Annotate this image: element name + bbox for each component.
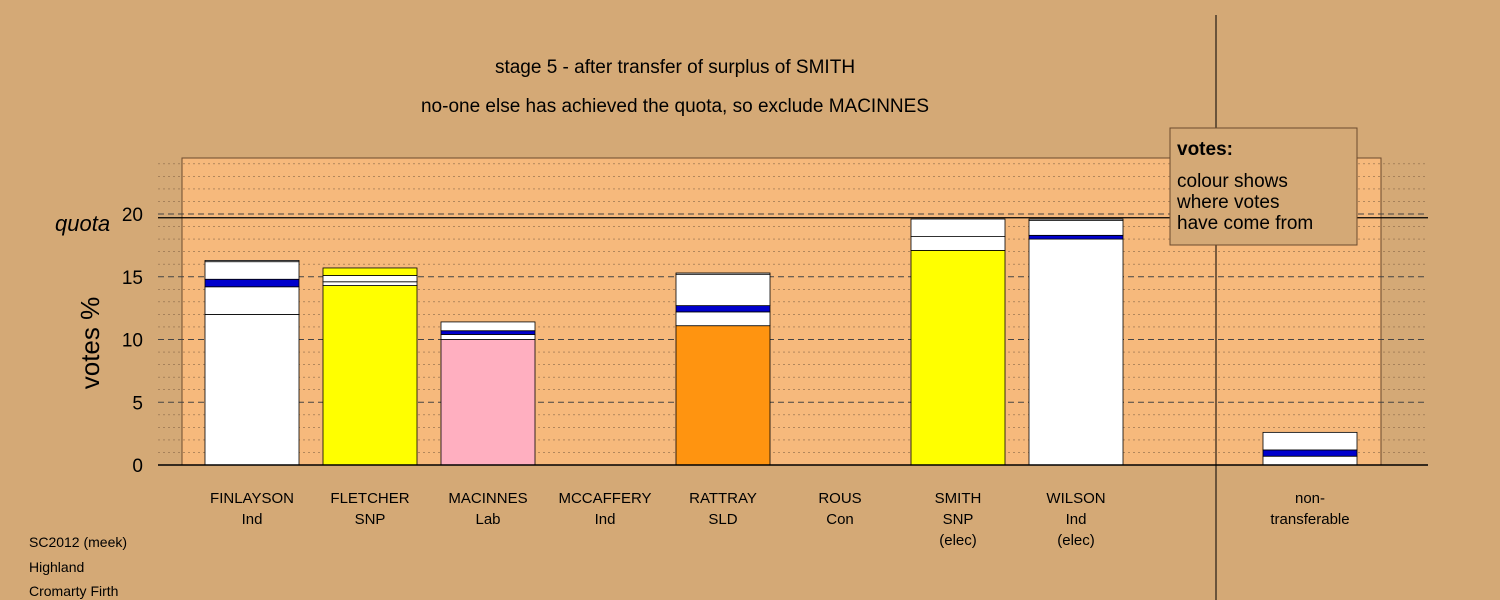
bar-segment — [1028, 218, 1124, 221]
bar-segment — [322, 267, 418, 276]
category-labels: FINLAYSON Ind FLETCHER SNP MACINNES Lab MCCAFF… — [210, 490, 1350, 549]
bar-segment — [675, 325, 771, 466]
bar-segment — [322, 275, 418, 283]
bar-segment — [204, 313, 300, 466]
y-tick-label: 0 — [132, 456, 143, 477]
footer: SC2012 (meek) Highland Cromarty Firth — [29, 534, 127, 599]
category-label: ROUS — [818, 490, 861, 507]
bars — [204, 218, 1358, 466]
y-axis-label: votes % — [75, 297, 105, 390]
bar-nontransferable — [1262, 431, 1358, 466]
bar-macinnes — [440, 321, 536, 466]
category-label: SNP — [943, 511, 974, 528]
legend-line: colour shows — [1177, 171, 1288, 192]
footer-line: Cromarty Firth — [29, 583, 118, 599]
bar-segment — [675, 272, 771, 275]
bar-segment — [910, 236, 1006, 251]
bar-segment — [675, 273, 771, 307]
category-label: Con — [826, 511, 854, 528]
category-label: SNP — [355, 511, 386, 528]
chart-title: stage 5 - after transfer of surplus of S… — [495, 57, 855, 78]
bar-rattray — [675, 272, 771, 466]
bar-segment — [1262, 455, 1358, 466]
category-label: RATTRAY — [689, 490, 757, 507]
bar-wilson — [1028, 218, 1124, 466]
legend-box — [1169, 127, 1358, 246]
bar-fletcher — [322, 267, 418, 466]
bar-segment — [1028, 234, 1124, 240]
bar-segment — [675, 305, 771, 313]
bar-segment — [204, 278, 300, 288]
bar-smith — [910, 218, 1006, 466]
legend-line: have come from — [1177, 213, 1313, 234]
bar-segment — [440, 334, 536, 340]
category-label: FLETCHER — [330, 490, 409, 507]
bar-segment — [1028, 219, 1124, 236]
category-label: (elec) — [1057, 532, 1095, 549]
quota-label: quota — [55, 211, 110, 236]
category-label: (elec) — [939, 532, 977, 549]
bar-segment — [440, 330, 536, 335]
category-label: SMITH — [935, 490, 982, 507]
bar-finlayson — [204, 260, 300, 466]
y-tick-label: 5 — [132, 393, 143, 414]
category-label: MCCAFFERY — [558, 490, 651, 507]
legend-line: where votes — [1176, 192, 1279, 213]
bar-segment — [204, 260, 300, 263]
y-tick-label: 15 — [122, 268, 143, 289]
category-label: Ind — [595, 511, 616, 528]
category-label: SLD — [708, 511, 737, 528]
bar-segment — [440, 339, 536, 466]
bar-segment — [204, 286, 300, 315]
category-label: Ind — [1066, 511, 1087, 528]
bar-segment — [675, 311, 771, 327]
legend: votes: colour shows where votes have com… — [1169, 127, 1358, 246]
category-label: non- — [1295, 490, 1325, 507]
footer-line: Highland — [29, 559, 84, 575]
bar-segment — [1028, 238, 1124, 466]
category-label: Lab — [475, 511, 500, 528]
y-tick-label: 20 — [122, 205, 143, 226]
bar-segment — [322, 281, 418, 286]
y-tick-label: 10 — [122, 331, 143, 352]
bar-segment — [1262, 449, 1358, 457]
chart-subtitle: no-one else has achieved the quota, so e… — [421, 96, 929, 117]
bar-segment — [910, 218, 1006, 237]
bar-segment — [204, 261, 300, 280]
bar-segment — [322, 285, 418, 466]
bar-segment — [440, 321, 536, 332]
bar-segment — [1262, 431, 1358, 451]
legend-title: votes: — [1177, 139, 1233, 160]
category-label: WILSON — [1046, 490, 1105, 507]
category-label: Ind — [242, 511, 263, 528]
footer-line: SC2012 (meek) — [29, 534, 127, 550]
category-label: transferable — [1270, 511, 1349, 528]
category-label: FINLAYSON — [210, 490, 294, 507]
category-label: MACINNES — [448, 490, 527, 507]
bar-segment — [910, 249, 1006, 466]
